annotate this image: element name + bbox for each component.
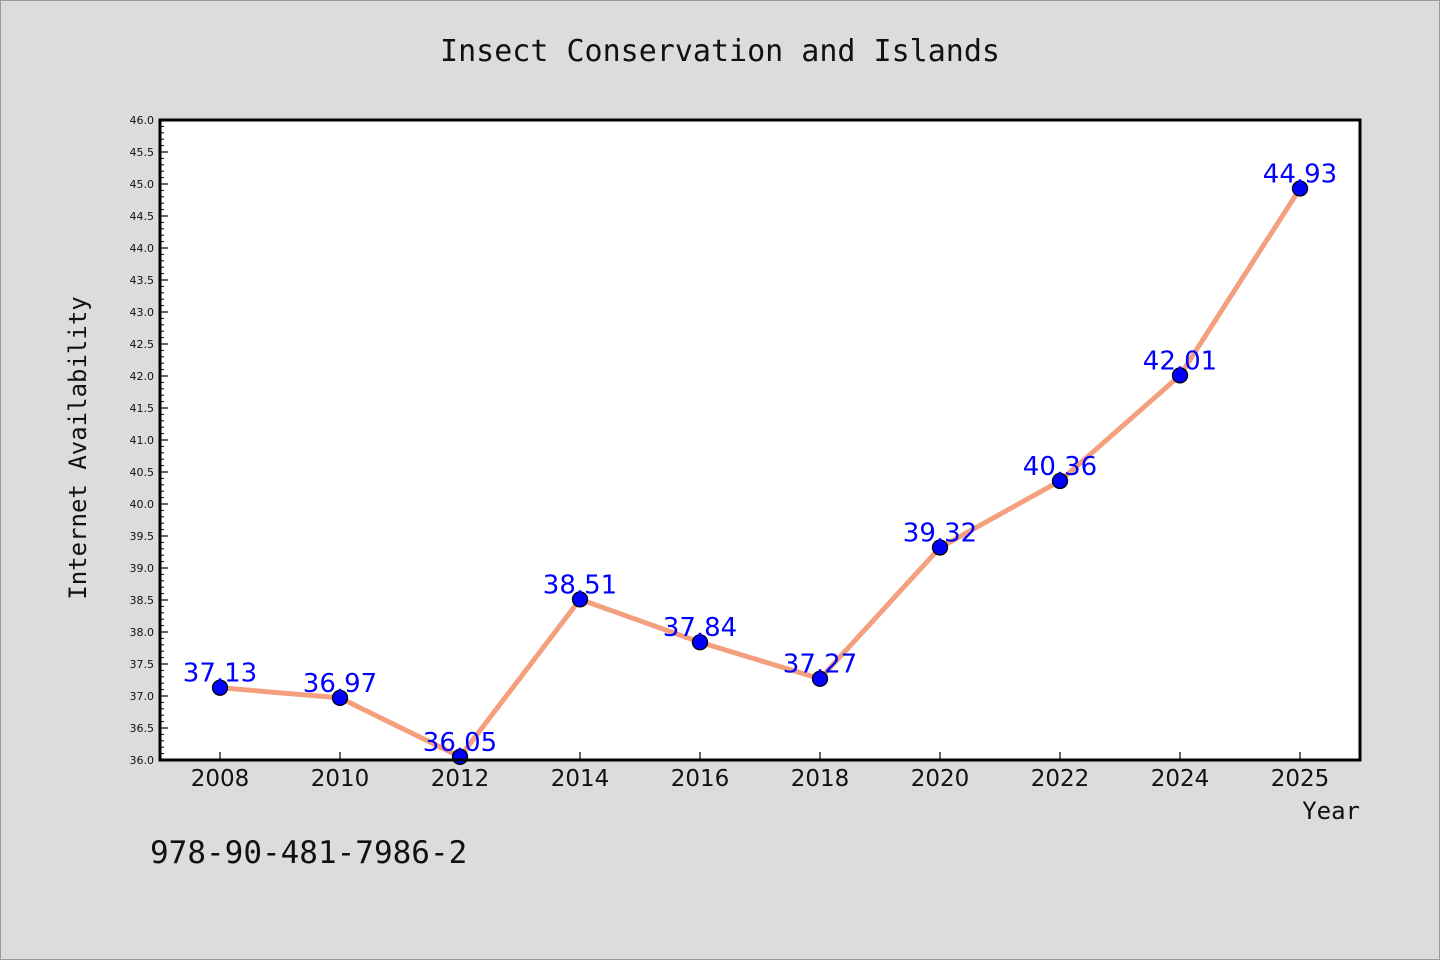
x-tick-label: 2008 bbox=[191, 766, 250, 792]
y-tick-label: 39.5 bbox=[130, 530, 155, 543]
data-label: 44.93 bbox=[1263, 159, 1337, 189]
x-tick-label: 2014 bbox=[551, 766, 610, 792]
x-tick-label: 2024 bbox=[1151, 766, 1210, 792]
y-tick-label: 44.5 bbox=[130, 210, 155, 223]
y-tick-label: 46.0 bbox=[130, 114, 155, 127]
x-tick-label: 2016 bbox=[671, 766, 730, 792]
data-label: 37.13 bbox=[183, 659, 257, 689]
data-label: 36.05 bbox=[423, 728, 497, 758]
x-tick-label: 2020 bbox=[911, 766, 970, 792]
y-tick-label: 45.0 bbox=[130, 178, 155, 191]
y-tick-label: 42.0 bbox=[130, 370, 155, 383]
y-tick-label: 44.0 bbox=[130, 242, 155, 255]
data-point bbox=[571, 591, 589, 608]
plot-border bbox=[158, 118, 1362, 762]
data-point bbox=[1051, 472, 1069, 490]
x-tick-label: 2018 bbox=[791, 766, 850, 792]
y-tick-label: 38.5 bbox=[130, 594, 155, 607]
data-label: 42.01 bbox=[1143, 346, 1217, 376]
data-label: 38.51 bbox=[543, 570, 617, 600]
x-axis-label: Year bbox=[1302, 797, 1360, 825]
data-point bbox=[331, 689, 349, 707]
data-point bbox=[1291, 180, 1309, 197]
data-point bbox=[691, 634, 709, 651]
y-tick-label: 45.5 bbox=[130, 146, 155, 159]
y-tick-label: 36.5 bbox=[130, 722, 155, 735]
y-tick-label: 39.0 bbox=[130, 562, 155, 575]
data-point bbox=[1171, 367, 1189, 384]
data-point bbox=[211, 679, 229, 696]
y-tick-label: 37.0 bbox=[130, 690, 155, 703]
y-tick-label: 41.0 bbox=[130, 434, 155, 447]
data-label: 37.27 bbox=[783, 650, 857, 680]
y-tick-label: 40.0 bbox=[130, 498, 155, 511]
y-tick-label: 43.5 bbox=[130, 274, 155, 287]
data-label: 37.84 bbox=[663, 613, 737, 643]
data-label: 36.97 bbox=[303, 669, 377, 699]
y-tick-label: 40.5 bbox=[130, 466, 155, 479]
y-tick-label: 36.0 bbox=[130, 754, 155, 767]
data-label: 39.32 bbox=[903, 519, 977, 549]
x-tick-label: 2025 bbox=[1271, 766, 1330, 792]
y-tick-label: 37.5 bbox=[130, 658, 155, 671]
y-tick-label: 38.0 bbox=[130, 626, 155, 639]
chart-title: Insect Conservation and Islands bbox=[440, 34, 1000, 69]
data-point bbox=[811, 670, 829, 687]
data-point bbox=[931, 539, 949, 556]
y-tick-label: 41.5 bbox=[130, 402, 155, 415]
data-label: 40.36 bbox=[1023, 452, 1097, 482]
x-tick-label: 2010 bbox=[311, 766, 370, 792]
x-tick-label: 2012 bbox=[431, 766, 490, 792]
isbn-text: 978-90-481-7986-2 bbox=[150, 835, 468, 871]
series-line bbox=[217, 185, 1303, 760]
y-tick-label: 42.5 bbox=[130, 338, 155, 351]
y-tick-label: 43.0 bbox=[130, 306, 155, 319]
plot-area bbox=[160, 120, 1360, 760]
x-tick-label: 2022 bbox=[1031, 766, 1090, 792]
